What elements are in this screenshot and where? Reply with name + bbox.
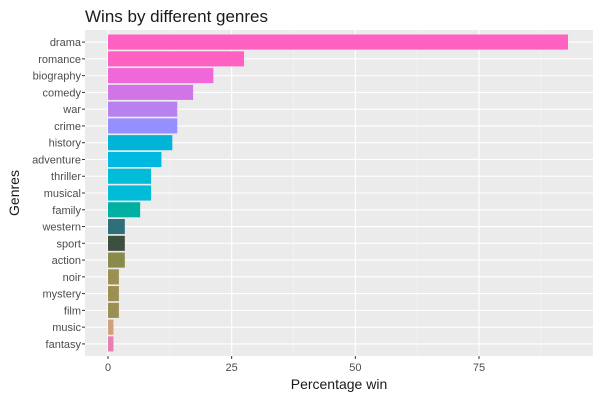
x-tick-labels: 0 25 50 75	[105, 356, 485, 374]
bar-western	[108, 218, 125, 235]
x-axis-title: Percentage win	[291, 376, 388, 392]
y-tick-label-family: family	[52, 205, 81, 217]
y-tick-label-comedy: comedy	[42, 87, 81, 99]
x-tick-label-50: 50	[349, 362, 361, 374]
y-tick-label-musical: musical	[44, 188, 81, 200]
y-tick-label-history: history	[49, 138, 82, 150]
y-tick-label-romance: romance	[38, 54, 81, 66]
bar-thriller	[108, 168, 152, 184]
bar-drama	[108, 34, 569, 50]
chart-title: Wins by different genres	[85, 7, 268, 26]
y-axis-title: Genres	[6, 170, 22, 216]
bar-film	[108, 302, 119, 318]
y-tick-label-mystery: mystery	[43, 289, 82, 301]
y-tick-label-film: film	[64, 305, 81, 317]
y-tick-label-music: music	[52, 322, 81, 334]
bar-war	[108, 101, 178, 117]
bar-music	[108, 319, 114, 335]
bar-family	[108, 202, 141, 218]
y-tick-label-noir: noir	[63, 272, 82, 284]
bar-sport	[108, 235, 125, 251]
y-tick-label-sport: sport	[57, 238, 81, 250]
y-tick-label-war: war	[62, 104, 81, 116]
y-tick-label-biography: biography	[33, 71, 82, 83]
y-tick-label-action: action	[52, 255, 81, 267]
y-tick-label-western: western	[41, 222, 81, 234]
bar-fantasy	[108, 336, 114, 352]
bars	[108, 34, 569, 352]
y-tick-labels: drama romance biography comedy war crime histo…	[32, 37, 85, 351]
bar-adventure	[108, 151, 162, 168]
bar-action	[108, 252, 125, 268]
y-tick-label-fantasy: fantasy	[46, 339, 82, 351]
bar-mystery	[108, 286, 119, 302]
y-tick-label-crime: crime	[54, 121, 81, 133]
x-tick-label-75: 75	[473, 362, 485, 374]
bar-musical	[108, 185, 152, 201]
bar-comedy	[108, 84, 194, 100]
bar-crime	[108, 118, 178, 134]
y-tick-label-thriller: thriller	[51, 171, 81, 183]
bar-history	[108, 135, 173, 151]
x-tick-label-25: 25	[226, 362, 238, 374]
bar-biography	[108, 68, 214, 84]
y-tick-label-adventure: adventure	[32, 154, 81, 166]
x-tick-label-0: 0	[105, 362, 111, 374]
bar-romance	[108, 51, 245, 67]
y-tick-label-drama: drama	[50, 37, 82, 49]
bar-noir	[108, 269, 119, 285]
